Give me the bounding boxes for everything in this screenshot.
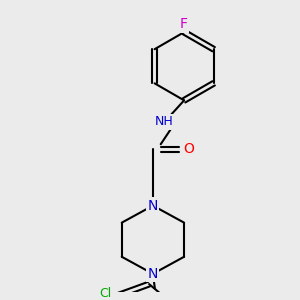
Text: Cl: Cl <box>99 287 112 300</box>
Text: F: F <box>180 17 188 32</box>
Text: N: N <box>148 199 158 213</box>
Text: N: N <box>148 267 158 281</box>
Text: NH: NH <box>155 115 174 128</box>
Text: O: O <box>184 142 194 156</box>
